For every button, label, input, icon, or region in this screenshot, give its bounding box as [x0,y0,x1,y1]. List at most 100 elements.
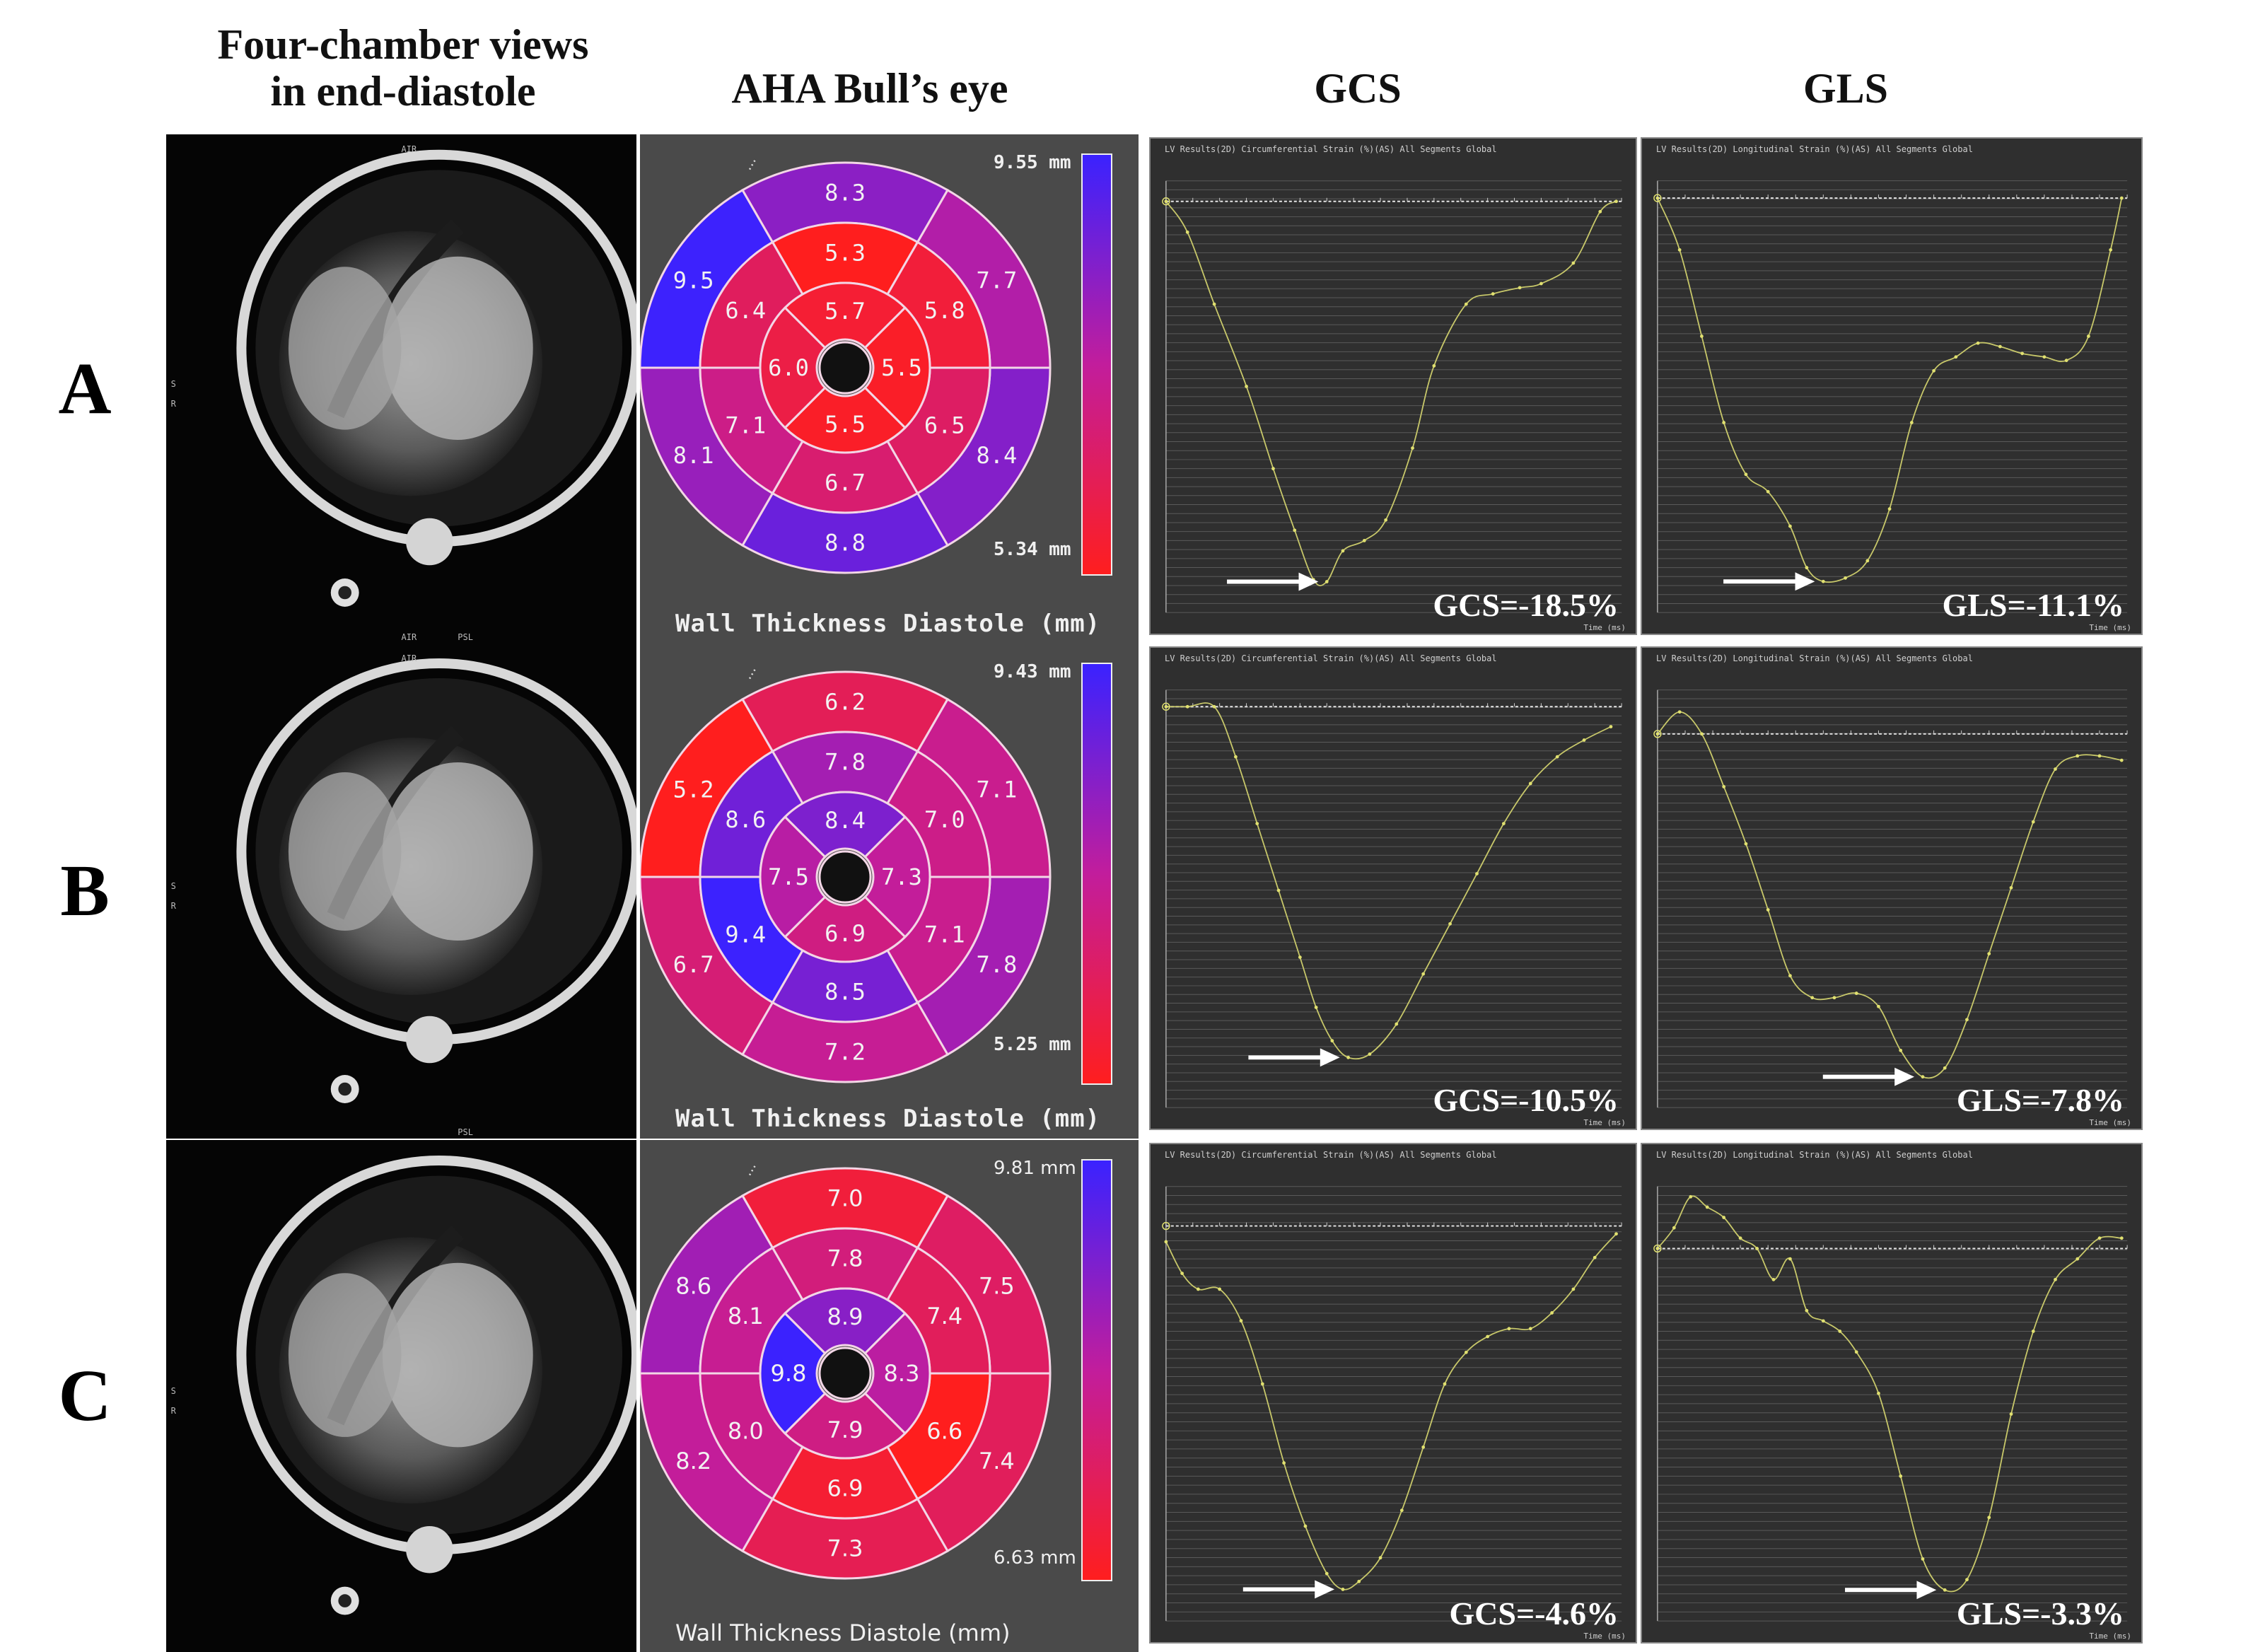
gls-strain-curve [1657,1195,2122,1593]
bulls-eye-caption: Wall Thickness Diastole (mm) [675,1105,1101,1133]
mri-image-graphic [236,1156,636,1615]
bulls-eye-segment-apical [863,306,931,429]
bulls-eye-segment-apical [759,1312,827,1435]
gls-data-point [1877,1391,1880,1395]
mri-four-chamber-image: S R AIR PSL AIR [166,134,636,644]
segment-value: 5.8 [924,297,965,324]
scale-max-label: 9.81 mm [994,1158,1076,1179]
segment-value: 7.9 [827,1417,863,1443]
gls-data-point [1838,1330,1842,1333]
bulls-eye-segment-apical [759,306,827,429]
bulls-eye-segment-apical [784,895,907,963]
gls-plot-title: LV Results(2D) Longitudinal Strain (%)(A… [1656,144,1973,154]
segment-value: 8.6 [725,806,766,833]
gcs-data-point [1443,1382,1447,1386]
gls-data-point [1877,1004,1880,1008]
gls-data-point [2042,355,2047,359]
gcs-data-point [1218,1287,1222,1291]
gcs-data-point [1571,1287,1576,1291]
left-ventricle [382,762,533,941]
gcs-data-point [1395,1022,1399,1026]
segment-value: 7.1 [725,412,766,438]
gls-time-axis-label: Time (ms) [2089,1118,2131,1127]
gcs-data-point [1282,1461,1286,1465]
gcs-data-point [1550,1311,1554,1315]
gcs-value-label: GCS=-4.6% [1449,1595,1619,1631]
bulls-eye-plot: 8.3 7.7 8.4 8.8 8.1 9.5 5.3 5.8 6.5 6.7 7.1 6.4 5.7 5… [640,153,1112,576]
gcs-data-point [1421,972,1426,976]
mri-image-graphic [236,658,636,1103]
gcs-plot-title: LV Results(2D) Circumferential Strain (%… [1165,653,1497,663]
gls-strain-curve [1657,197,2123,583]
gcs-data-point [1196,1287,1200,1291]
gls-value-label: GLS=-7.8% [1956,1082,2124,1118]
mri-orientation-label: R [170,1406,176,1417]
gcs-data-point [1325,1571,1329,1576]
gcs-data-point [1234,755,1238,759]
segment-value: 7.5 [768,863,809,890]
gcs-data-point [1271,467,1275,471]
segment-value: 9.5 [673,267,714,293]
segment-value: 5.2 [673,776,714,803]
gls-data-point [2020,351,2025,356]
mri-image-graphic [236,149,636,607]
bulls-eye-plot: 7.0 7.5 7.4 7.3 8.2 8.6 7.8 7.4 6.6 6.9 8.0 8.1 8.9 8… [640,1159,1112,1581]
gls-data-point [1965,1018,1969,1022]
mri-orientation-label: S [170,1385,176,1396]
svg-text:···: ··· [742,664,763,685]
gcs-data-point [1325,580,1329,583]
gcs-data-point [1448,921,1452,926]
gcs-data-point [1598,209,1602,214]
gcs-data-point [1293,528,1297,533]
gcs-data-point [1384,518,1388,522]
gcs-strain-plot: LV Results(2D) Circumferential Strain (%… [1149,137,1637,635]
segment-value: 6.6 [926,1417,962,1444]
gls-data-point [1788,1257,1792,1261]
segment-value: 8.3 [825,180,866,206]
gls-data-point [1744,472,1748,477]
gcs-data-point [1432,363,1436,368]
bulls-eye-caption: Wall Thickness Diastole (mm) [675,1619,1011,1646]
gcs-value-label: GCS=-18.5% [1433,587,1619,623]
gls-data-point [1909,421,1914,424]
scale-min-label: 5.34 mm [994,539,1071,560]
gls-data-point [1722,785,1726,789]
gls-data-point [1810,996,1815,1000]
gcs-data-point [1475,872,1479,876]
gls-data-point [1821,579,1825,583]
left-ventricle [382,1262,533,1448]
gcs-data-point [1357,1579,1361,1583]
segment-value: 6.9 [827,1475,863,1502]
bulls-eye-segment-apical [784,1287,907,1355]
gls-data-point [1700,732,1704,736]
gcs-data-point [1614,199,1618,204]
gls-plot-graphic [1653,690,2128,1108]
gls-data-point [1722,1216,1726,1219]
segment-value: 6.9 [825,920,866,947]
mri-orientation-label: S [170,378,176,389]
gls-data-point [2087,335,2090,338]
gcs-data-point [1507,1327,1511,1331]
gls-data-point [1844,576,1847,580]
bulls-eye-plot: 6.2 7.1 7.8 7.2 6.7 5.2 7.8 7.0 7.1 8.5 9.4 8.6 8.4 7… [640,663,1112,1085]
row-label-a: A [58,348,112,429]
gcs-plot-title: LV Results(2D) Circumferential Strain (%… [1165,144,1497,154]
gls-data-point [2119,758,2124,762]
gcs-data-point [1464,1350,1468,1354]
gcs-data-point [1185,230,1189,234]
gcs-plot-graphic [1162,180,1622,613]
gls-data-point [2119,196,2124,200]
gcs-data-point [1378,1556,1382,1560]
gls-data-point [1677,248,1682,252]
gls-data-point [1954,355,1958,359]
scale-max-label: 9.43 mm [994,661,1071,682]
gcs-plot-graphic [1162,1186,1622,1622]
gcs-strain-plot: LV Results(2D) Circumferential Strain (%… [1149,646,1637,1130]
right-ventricle [288,772,402,931]
gls-data-point [1932,368,1935,373]
aorta [406,1016,453,1064]
gls-data-point [2064,359,2068,363]
scale-min-label: 5.25 mm [994,1034,1071,1055]
gls-strain-plot: LV Results(2D) Longitudinal Strain (%)(A… [1641,646,2143,1130]
